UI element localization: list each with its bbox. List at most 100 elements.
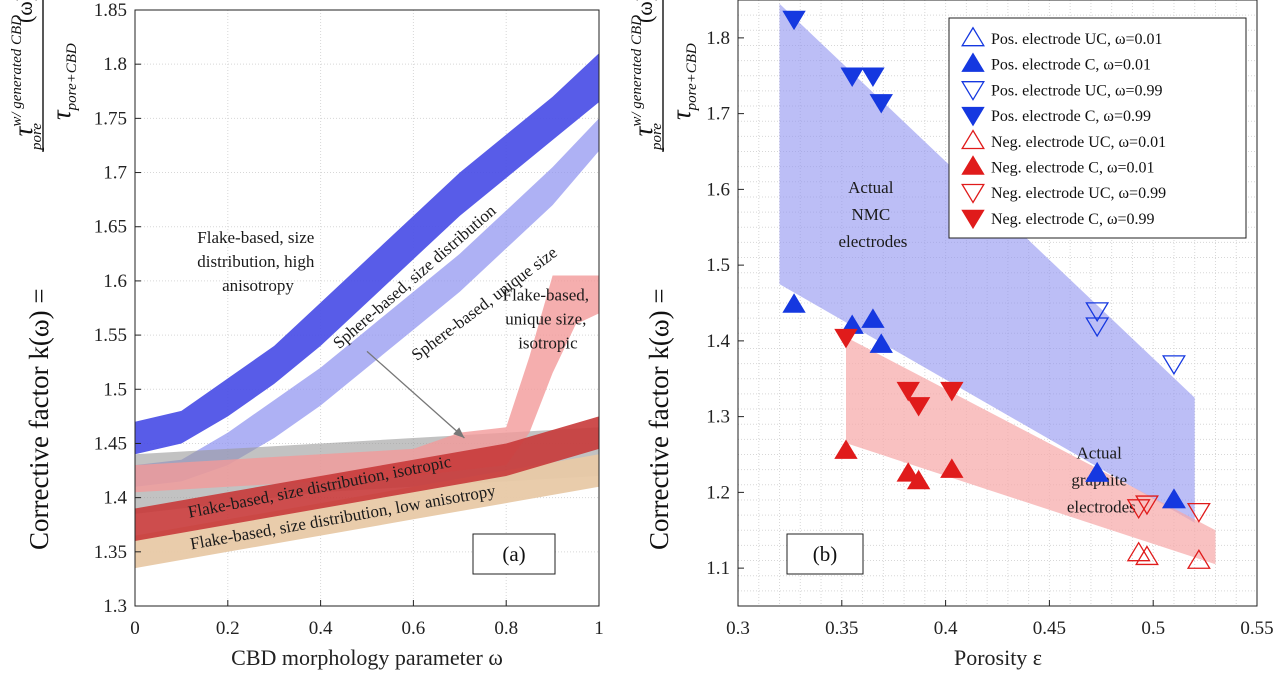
panel-a-frame: [134, 9, 600, 607]
legend-label: Pos. electrode C, ω=0.99: [991, 108, 1151, 125]
data-point: [1186, 502, 1211, 523]
y-tick-label: 1.75: [94, 108, 127, 129]
data-point: [906, 469, 931, 490]
ylabel-superscript: w/ generated CBD: [9, 15, 25, 127]
data-point: [782, 10, 806, 31]
panel-b-label: (b): [813, 542, 838, 566]
y-tick-label: 1.8: [706, 28, 730, 49]
data-point: [861, 67, 885, 87]
panel-b-label-box: [786, 533, 864, 575]
data-point: [940, 381, 964, 402]
annotation-line: Flake-based, size: [197, 228, 314, 247]
region-label-line: Actual: [1077, 443, 1123, 462]
panel-a-bands: [135, 53, 599, 569]
annotation-flake-high-anisotropy: Flake-based, size distribution, high ani…: [197, 228, 318, 295]
panel-a-ylabel: Corrective factor k(ω) = τw/ generated C…: [8, 0, 80, 550]
data-point: [940, 458, 964, 478]
legend-marker: [961, 26, 985, 47]
ylabel-superscript: w/ generated CBD: [629, 15, 645, 127]
legend-marker: [961, 129, 985, 150]
data-point: [834, 439, 858, 459]
annotation-flake-unique-isotropic: Flake-based, unique size, isotropic: [503, 285, 594, 352]
ylabel-argument: (ω): [632, 0, 657, 23]
legend-marker: [961, 183, 985, 204]
region-label-nmc: Actual NMC electrodes: [838, 178, 907, 251]
annotation-line: Flake-based,: [503, 285, 589, 304]
panel-b-ticks: 0.3 0.35 0.4 0.45 0.5 0.55 1.1 1.2 1.3 1.4 1.5 1.6 1…: [706, 28, 1273, 639]
ylabel-subscript: pore: [649, 123, 665, 151]
panel-b-legend: Pos. electrode UC, ω=0.01 Pos. electrode …: [948, 17, 1247, 239]
y-tick-label: 1.3: [706, 407, 730, 428]
x-tick-label: 0.3: [726, 618, 750, 639]
ylabel-subscript: pore+CBD: [64, 43, 80, 111]
ylabel-symbol: τ: [666, 109, 696, 120]
legend-items: Pos. electrode UC, ω=0.01 Pos. electrode …: [961, 26, 1166, 230]
panel-a-label: (a): [502, 542, 525, 566]
x-tick-label: 0.6: [402, 618, 426, 639]
x-tick-label: 0.4: [934, 618, 958, 639]
data-point: [840, 67, 864, 87]
y-tick-label: 1.4: [103, 488, 127, 509]
region-label-line: electrodes: [838, 232, 907, 251]
y-tick-label: 1.85: [94, 0, 127, 21]
y-tick-label: 1.1: [706, 558, 730, 579]
data-point: [861, 308, 885, 328]
legend-label: Neg. electrode UC, ω=0.99: [991, 185, 1166, 202]
y-tick-label: 1.5: [706, 255, 730, 276]
panel-b: Actual NMC electrodes Actual graphite el…: [628, 0, 1274, 670]
legend-marker: [961, 52, 985, 72]
x-tick-label: 0.55: [1240, 618, 1273, 639]
annotation-line: distribution, high: [197, 252, 315, 271]
x-tick-label: 1: [594, 618, 604, 639]
ylabel-symbol: τ: [628, 125, 658, 136]
panel-a: Sphere-based, size distribution Sphere-b…: [8, 0, 604, 670]
y-tick-label: 1.45: [94, 433, 127, 454]
y-tick-label: 1.2: [706, 482, 730, 503]
legend-label: Pos. electrode C, ω=0.01: [991, 57, 1151, 74]
ylabel-subscript: pore: [29, 123, 45, 151]
y-tick-label: 1.8: [103, 54, 127, 75]
legend-label: Neg. electrode C, ω=0.99: [991, 211, 1155, 228]
data-point: [1085, 317, 1110, 338]
panel-b-frame: [737, 0, 1258, 607]
y-tick-label: 1.6: [103, 271, 127, 292]
annotation-arrow-head: [453, 427, 465, 439]
panel-b-regions: [779, 3, 1216, 565]
annotation-line: unique size,: [505, 309, 586, 328]
legend-box: [948, 17, 1247, 239]
panel-a-xlabel: CBD morphology parameter ω: [231, 645, 503, 670]
annotation-line: isotropic: [518, 333, 578, 352]
x-tick-label: 0.8: [494, 618, 518, 639]
region-label-line: electrodes: [1067, 497, 1136, 516]
x-tick-label: 0: [130, 618, 140, 639]
y-tick-label: 1.55: [94, 325, 127, 346]
legend-label: Pos. electrode UC, ω=0.01: [991, 31, 1163, 48]
band-flake-based-size-distribution-isotropic: [135, 416, 599, 541]
band-flake-based-unique-size-isotropic: [135, 275, 599, 493]
panel-a-ylabel-numerator: τw/ generated CBDpore (ω): [8, 0, 45, 151]
data-point: [896, 381, 920, 402]
region-label-line: NMC: [851, 205, 890, 224]
legend-marker: [961, 155, 985, 175]
legend-marker: [961, 106, 985, 127]
panel-a-ticks: 0 0.2 0.4 0.6 0.8 1 1.3 1.35 1.4 1.45 1.5 1.55 1.6 1.…: [94, 0, 604, 639]
ylabel-symbol: τ: [46, 109, 76, 120]
data-point: [869, 94, 893, 114]
region-label-line: Actual: [848, 178, 894, 197]
panel-b-ylabel-prefix: Corrective factor k(ω) =: [644, 288, 674, 550]
panel-b-ylabel-numerator: τw/ generated CBDpore (ω): [628, 0, 665, 151]
data-point: [1085, 302, 1110, 323]
legend-marker: [961, 81, 985, 101]
x-tick-label: 0.5: [1141, 618, 1165, 639]
y-tick-label: 1.3: [103, 596, 127, 617]
region-actual-graphite-electrodes: [846, 337, 1216, 565]
data-point: [1162, 488, 1186, 509]
panel-b-xlabel: Porosity ε: [954, 645, 1042, 670]
panel-a-arrow: [366, 350, 465, 439]
y-tick-label: 1.7: [103, 163, 127, 184]
annotation-arrow-line: [366, 350, 465, 439]
panel-a-ylabel-prefix: Corrective factor k(ω) =: [24, 288, 54, 550]
panel-b-ylabel: Corrective factor k(ω) = τw/ generated C…: [628, 0, 700, 550]
band-sphere-based-size-distribution: [135, 53, 599, 455]
